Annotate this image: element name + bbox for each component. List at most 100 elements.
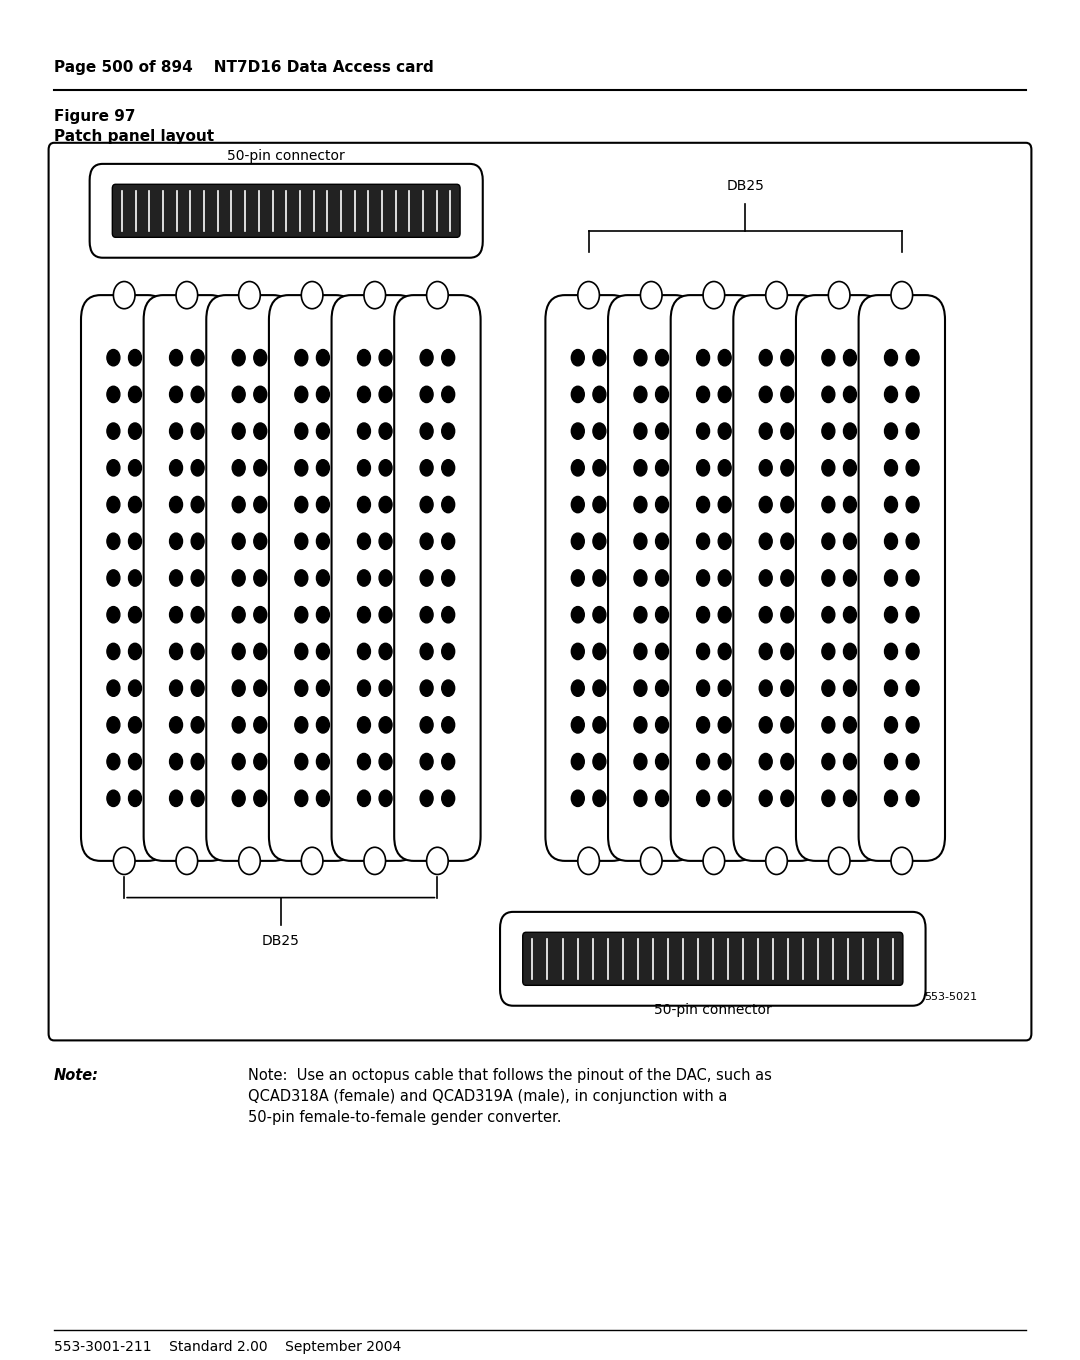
Text: 553-3001-211    Standard 2.00    September 2004: 553-3001-211 Standard 2.00 September 200… (54, 1340, 402, 1353)
Text: 50-pin connector: 50-pin connector (653, 1002, 772, 1017)
FancyBboxPatch shape (144, 295, 230, 861)
Circle shape (885, 607, 897, 623)
Circle shape (634, 753, 647, 770)
Circle shape (885, 496, 897, 513)
Circle shape (578, 847, 599, 874)
Circle shape (697, 350, 710, 366)
Circle shape (301, 847, 323, 874)
Circle shape (107, 680, 120, 696)
FancyBboxPatch shape (500, 913, 926, 1006)
Circle shape (379, 717, 392, 733)
Circle shape (634, 717, 647, 733)
Circle shape (906, 680, 919, 696)
Circle shape (593, 423, 606, 439)
FancyBboxPatch shape (523, 933, 903, 985)
Circle shape (885, 643, 897, 660)
Circle shape (420, 607, 433, 623)
Circle shape (442, 386, 455, 403)
Circle shape (379, 496, 392, 513)
Circle shape (718, 643, 731, 660)
Circle shape (442, 753, 455, 770)
Circle shape (316, 386, 329, 403)
Circle shape (759, 607, 772, 623)
Circle shape (170, 350, 183, 366)
Circle shape (843, 753, 856, 770)
Circle shape (822, 607, 835, 623)
Circle shape (656, 386, 669, 403)
Circle shape (906, 717, 919, 733)
Circle shape (316, 350, 329, 366)
Circle shape (593, 460, 606, 476)
Circle shape (781, 533, 794, 549)
Circle shape (822, 460, 835, 476)
FancyBboxPatch shape (608, 295, 694, 861)
Circle shape (442, 423, 455, 439)
Circle shape (295, 753, 308, 770)
Circle shape (571, 423, 584, 439)
Circle shape (634, 386, 647, 403)
Circle shape (379, 570, 392, 586)
Circle shape (634, 790, 647, 806)
Circle shape (656, 717, 669, 733)
Circle shape (697, 423, 710, 439)
Circle shape (232, 350, 245, 366)
Circle shape (766, 847, 787, 874)
Circle shape (718, 607, 731, 623)
Text: Patch panel layout: Patch panel layout (54, 129, 214, 144)
Circle shape (593, 790, 606, 806)
Circle shape (571, 460, 584, 476)
Circle shape (697, 607, 710, 623)
Text: DB25: DB25 (726, 180, 765, 193)
Circle shape (316, 717, 329, 733)
Circle shape (906, 460, 919, 476)
FancyBboxPatch shape (545, 295, 632, 861)
Circle shape (822, 423, 835, 439)
Circle shape (822, 717, 835, 733)
Circle shape (107, 790, 120, 806)
Circle shape (129, 350, 141, 366)
Circle shape (295, 460, 308, 476)
FancyBboxPatch shape (671, 295, 757, 861)
Circle shape (571, 680, 584, 696)
FancyBboxPatch shape (90, 165, 483, 258)
Circle shape (718, 717, 731, 733)
Circle shape (107, 533, 120, 549)
Circle shape (113, 282, 135, 309)
Circle shape (301, 282, 323, 309)
Circle shape (170, 460, 183, 476)
Circle shape (718, 496, 731, 513)
Circle shape (254, 753, 267, 770)
Circle shape (191, 570, 204, 586)
Circle shape (107, 643, 120, 660)
Circle shape (442, 607, 455, 623)
Circle shape (442, 496, 455, 513)
Circle shape (129, 496, 141, 513)
Circle shape (759, 350, 772, 366)
Circle shape (420, 496, 433, 513)
Circle shape (718, 423, 731, 439)
Circle shape (656, 643, 669, 660)
Circle shape (379, 533, 392, 549)
Circle shape (697, 680, 710, 696)
Circle shape (295, 350, 308, 366)
Circle shape (843, 790, 856, 806)
Circle shape (634, 570, 647, 586)
Circle shape (295, 643, 308, 660)
Circle shape (906, 533, 919, 549)
Circle shape (759, 790, 772, 806)
Circle shape (843, 423, 856, 439)
Circle shape (718, 386, 731, 403)
Circle shape (316, 753, 329, 770)
Circle shape (718, 350, 731, 366)
Circle shape (634, 643, 647, 660)
Circle shape (697, 753, 710, 770)
Circle shape (759, 570, 772, 586)
Circle shape (232, 607, 245, 623)
Circle shape (316, 496, 329, 513)
Circle shape (697, 460, 710, 476)
Circle shape (656, 607, 669, 623)
Circle shape (357, 790, 370, 806)
Circle shape (656, 423, 669, 439)
Text: Note:  Use an octopus cable that follows the pinout of the DAC, such as
QCAD318A: Note: Use an octopus cable that follows … (248, 1068, 772, 1125)
Circle shape (191, 496, 204, 513)
